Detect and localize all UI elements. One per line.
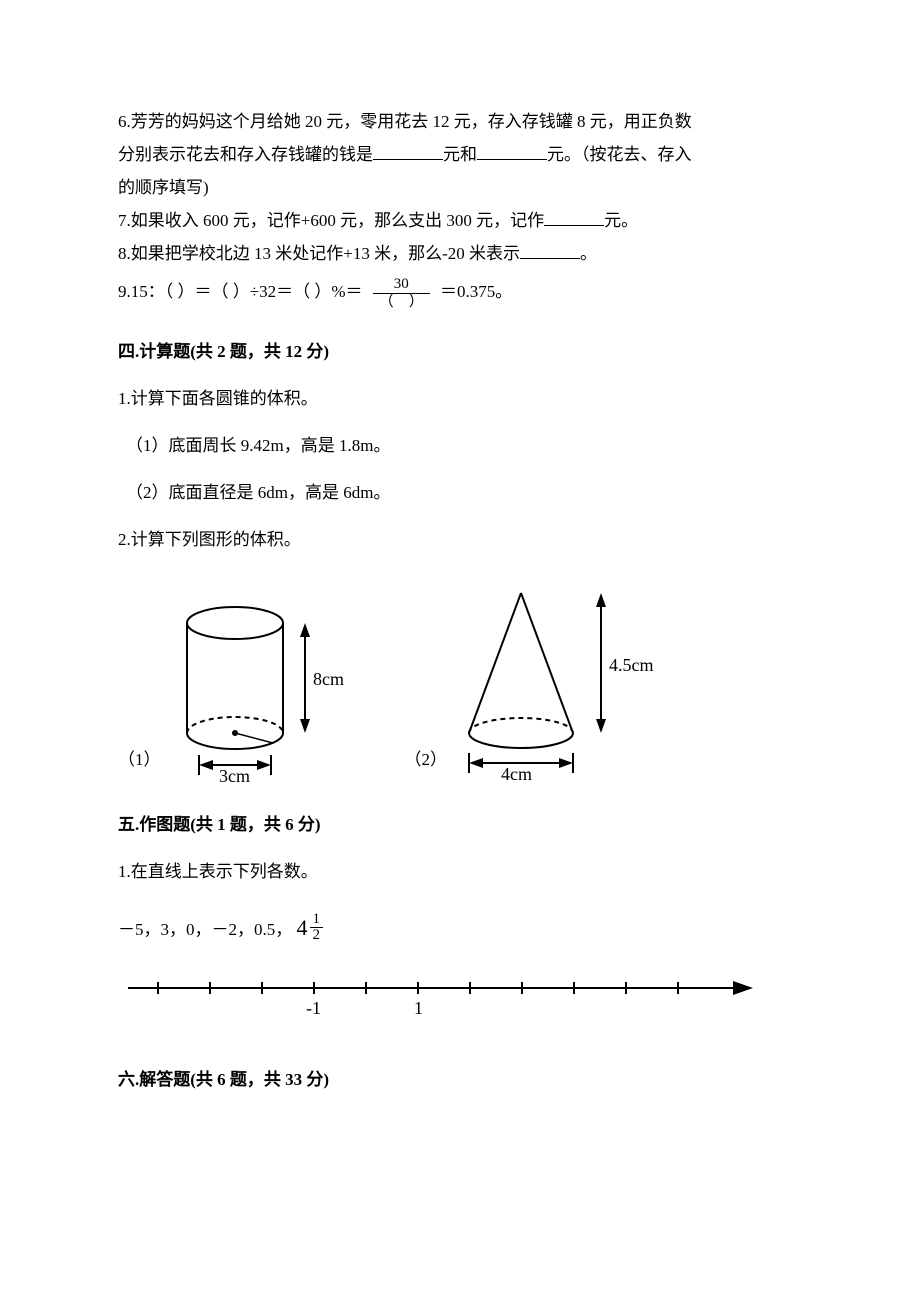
s5-q1: 1.在直线上表示下列各数。 [118,858,802,887]
nl-neg1: -1 [306,998,321,1018]
q6-blank-1 [373,141,443,160]
q6-l2-c: 元。（按花去、存入 [547,145,692,164]
q9-frac-den: （ ） [373,294,430,311]
q9-e: ＝0.375。 [440,282,512,301]
cyl-radius-text: 3cm [219,766,250,783]
nl-pos1: 1 [414,998,423,1018]
number-line: -1 1 [118,968,802,1038]
figures-row: （1） 8cm 3cm （2） [118,583,802,783]
s4-q1: 1.计算下面各圆锥的体积。 [118,385,802,414]
cyl-height-text: 8cm [313,669,344,689]
q9-frac-num: 30 [373,276,430,294]
figure-1-wrap: （1） 8cm 3cm [118,593,345,783]
figure-2-wrap: （2） 4.5cm 4cm [405,583,672,783]
mixed-frac: 1 2 [310,912,324,943]
section-6-title: 六.解答题(共 6 题，共 33 分) [118,1066,802,1095]
q7-blank [544,207,604,226]
cone-height-text: 4.5cm [609,655,654,675]
number-list: －5，3，0，－2，0.5， 4 1 2 [118,909,802,946]
s4-q1-1: （1）底面周长 9.42m，高是 1.8m。 [118,432,802,461]
cone-figure: 4.5cm 4cm [451,583,671,783]
mixed-fraction: 4 1 2 [297,909,324,946]
cylinder-figure: 8cm 3cm [165,593,345,783]
q6-l2-b: 元和 [443,145,477,164]
mixed-whole: 4 [297,909,308,946]
q8-blank [520,240,580,259]
q7-b: 元。 [604,211,638,230]
q9-d: ）%＝ [314,282,362,301]
question-6-line2: 分别表示花去和存入存钱罐的钱是 元和 元。（按花去、存入 [118,141,802,170]
question-6-line1: 6.芳芳的妈妈这个月给她 20 元，零用花去 12 元，存入存钱罐 8 元，用正… [118,108,802,137]
q6-l2-a: 分别表示花去和存入存钱罐的钱是 [118,145,373,164]
section-5-title: 五.作图题(共 1 题，共 6 分) [118,811,802,840]
mixed-den: 2 [310,928,324,943]
q9-fraction: 30 （ ） [373,276,430,310]
figure-2-label: （2） [405,746,448,775]
s4-q2: 2.计算下列图形的体积。 [118,526,802,555]
figure-1-label: （1） [118,746,161,775]
number-line-svg: -1 1 [118,968,758,1028]
q8-a: 8.如果把学校北边 13 米处记作+13 米，那么-20 米表示 [118,244,520,263]
q9-c: ）÷32＝（ [233,282,310,301]
mixed-num: 1 [310,912,324,928]
section-4-title: 四.计算题(共 2 题，共 12 分) [118,338,802,367]
question-8: 8.如果把学校北边 13 米处记作+13 米，那么-20 米表示 。 [118,240,802,269]
question-6-line3: 的顺序填写) [118,174,802,203]
nl-nums-a: －5，3，0，－2，0.5， [118,920,292,939]
q6-blank-2 [477,141,547,160]
question-9: 9.15：（ ）＝（ ）÷32＝（ ）%＝ 30 （ ） ＝0.375。 [118,276,802,310]
q7-a: 7.如果收入 600 元，记作+600 元，那么支出 300 元，记作 [118,211,544,230]
q9-b: ）＝（ [178,282,229,301]
s4-q1-2: （2）底面直径是 6dm，高是 6dm。 [118,479,802,508]
q8-b: 。 [580,244,597,263]
q9-a: 9.15：（ [118,282,173,301]
question-7: 7.如果收入 600 元，记作+600 元，那么支出 300 元，记作 元。 [118,207,802,236]
cone-diameter-text: 4cm [501,764,532,783]
